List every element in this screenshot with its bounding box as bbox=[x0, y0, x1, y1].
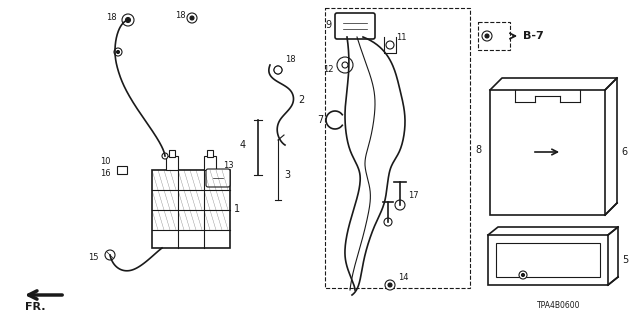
Bar bbox=[117, 166, 127, 174]
Circle shape bbox=[337, 57, 353, 73]
Circle shape bbox=[482, 31, 492, 41]
Circle shape bbox=[116, 51, 120, 53]
Text: 12: 12 bbox=[323, 66, 333, 75]
Circle shape bbox=[388, 283, 392, 287]
Bar bbox=[496, 243, 600, 277]
Bar bbox=[204, 156, 216, 170]
Circle shape bbox=[114, 48, 122, 56]
Circle shape bbox=[190, 16, 194, 20]
Circle shape bbox=[384, 218, 392, 226]
Text: 8: 8 bbox=[475, 145, 481, 155]
Text: 18: 18 bbox=[285, 55, 296, 65]
Text: 2: 2 bbox=[298, 95, 304, 105]
Circle shape bbox=[274, 66, 282, 74]
Circle shape bbox=[342, 62, 348, 68]
Circle shape bbox=[519, 271, 527, 279]
Circle shape bbox=[125, 18, 131, 22]
Circle shape bbox=[162, 153, 168, 159]
FancyBboxPatch shape bbox=[335, 13, 375, 39]
Text: 15: 15 bbox=[88, 252, 99, 261]
Text: 18: 18 bbox=[175, 12, 186, 20]
Circle shape bbox=[386, 41, 394, 49]
Circle shape bbox=[274, 66, 282, 74]
Circle shape bbox=[395, 200, 405, 210]
Text: 11: 11 bbox=[396, 33, 406, 42]
Text: 1: 1 bbox=[234, 204, 240, 214]
Text: 6: 6 bbox=[621, 147, 627, 157]
Text: B-7: B-7 bbox=[523, 31, 544, 41]
Bar bbox=[166, 156, 178, 170]
Text: 16: 16 bbox=[100, 170, 111, 179]
Text: 14: 14 bbox=[398, 273, 408, 282]
Text: FR.: FR. bbox=[25, 302, 45, 312]
Text: 7: 7 bbox=[317, 115, 323, 125]
Text: 13: 13 bbox=[223, 162, 234, 171]
Bar bbox=[169, 150, 175, 157]
Circle shape bbox=[187, 13, 197, 23]
Circle shape bbox=[276, 68, 280, 71]
Text: 10: 10 bbox=[100, 157, 111, 166]
Circle shape bbox=[485, 34, 489, 38]
FancyBboxPatch shape bbox=[206, 169, 230, 187]
Text: 4: 4 bbox=[240, 140, 246, 150]
Bar bbox=[325, 8, 470, 288]
Circle shape bbox=[385, 280, 395, 290]
Circle shape bbox=[105, 250, 115, 260]
Text: TPA4B0600: TPA4B0600 bbox=[536, 301, 580, 310]
Bar bbox=[152, 170, 230, 248]
Bar bbox=[478, 22, 510, 50]
Text: 5: 5 bbox=[622, 255, 628, 265]
Circle shape bbox=[122, 14, 134, 26]
Circle shape bbox=[522, 274, 525, 276]
Bar bbox=[207, 150, 213, 157]
Text: 9: 9 bbox=[325, 20, 331, 30]
Text: 17: 17 bbox=[408, 190, 419, 199]
Bar bbox=[488, 235, 608, 285]
Text: 18: 18 bbox=[106, 13, 116, 22]
Text: 3: 3 bbox=[284, 170, 290, 180]
Bar bbox=[490, 90, 605, 215]
